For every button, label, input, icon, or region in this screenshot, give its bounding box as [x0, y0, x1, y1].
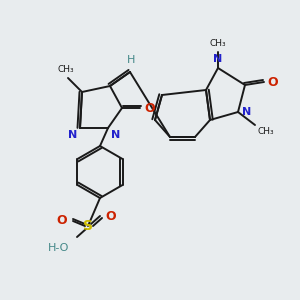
Text: N: N	[68, 130, 77, 140]
Text: O: O	[105, 209, 116, 223]
Text: H-O: H-O	[48, 243, 69, 253]
Text: N: N	[213, 54, 223, 64]
Text: N: N	[111, 130, 120, 140]
Text: N: N	[242, 107, 251, 117]
Text: O: O	[144, 101, 154, 115]
Text: O: O	[56, 214, 67, 226]
Text: S: S	[83, 219, 93, 233]
Text: CH₃: CH₃	[58, 65, 74, 74]
Text: CH₃: CH₃	[257, 127, 274, 136]
Text: H: H	[127, 55, 135, 65]
Text: O: O	[267, 76, 278, 88]
Text: CH₃: CH₃	[210, 39, 226, 48]
